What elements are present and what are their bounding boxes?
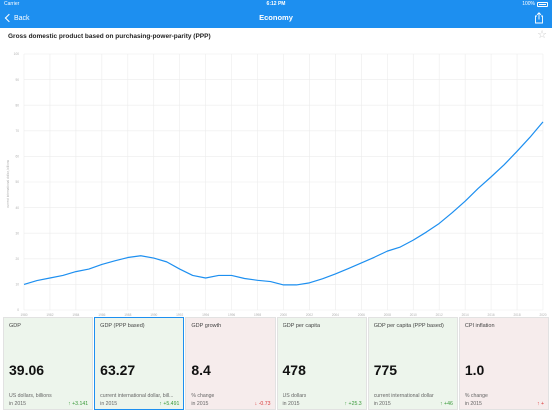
card-unit: US dollars (282, 393, 307, 399)
arrow-up-icon: ↑ (159, 401, 164, 407)
card-name: GDP (9, 323, 21, 329)
x-tick-label: 1994 (202, 313, 209, 317)
card-year: in 2015 (9, 401, 27, 407)
card-change: ↑ +46 (440, 401, 453, 407)
card-change: ↑ +3.141 (68, 401, 88, 407)
gdp-ppp-chart: 0 10 20 30 40 50 60 70 80 90 100 1980 1982 1984 1986 19… (6, 52, 547, 317)
card-value: 63.27 (100, 362, 136, 378)
card-year: in 2015 (373, 401, 391, 407)
x-tick-label: 2002 (306, 313, 313, 317)
indicator-cards: GDP 39.06 US dollars, billions in 2015 ↑ +3.… (3, 317, 550, 410)
carrier-label: Carrier (4, 1, 20, 7)
card-value: 478 (282, 362, 306, 378)
indicator-card[interactable]: CPI inflation 1.0 % change in 2015 ↑ + (458, 317, 550, 410)
indicator-card[interactable]: GDP growth 8.4 % change in 2015 ↓ -0.73 (185, 317, 276, 410)
x-tick-label: 1986 (98, 313, 105, 317)
card-change-value: +5.491 (163, 401, 180, 407)
card-change: ↑ + (537, 401, 544, 407)
arrow-down-icon: ↓ (254, 401, 259, 407)
card-year: in 2015 (282, 401, 300, 407)
status-bar: Carrier 6:12 PM 100% (0, 0, 552, 8)
y-tick-label: 40 (15, 206, 19, 210)
card-unit: current international dollar, bill... (100, 393, 174, 399)
page-title: Economy (259, 13, 293, 22)
y-tick-label: 20 (15, 257, 19, 261)
x-tick-label: 2010 (410, 313, 417, 317)
battery-icon (537, 1, 548, 7)
x-tick-label: 1998 (254, 313, 261, 317)
indicator-card[interactable]: GDP per capita (PPP based) 775 current int… (367, 317, 458, 410)
x-tick-label: 1980 (20, 313, 27, 317)
indicator-card[interactable]: GDP per capita 478 US dollars in 2015 ↑ +25.… (276, 317, 367, 410)
x-tick-label: 2006 (358, 313, 365, 317)
card-name: CPI inflation (464, 323, 495, 329)
card-change: ↑ +25.3 (345, 401, 362, 407)
y-tick-label: 30 (15, 231, 19, 235)
card-change-value: +3.141 (72, 401, 89, 407)
back-button[interactable]: Back (4, 12, 30, 24)
card-change: ↑ +5.491 (159, 401, 179, 407)
card-change-value: +25.3 (348, 401, 362, 407)
x-tick-label: 1988 (124, 313, 131, 317)
y-tick-label: 60 (15, 155, 19, 159)
card-name: GDP per capita (PPP based) (373, 323, 444, 329)
card-change: ↓ -0.73 (255, 401, 271, 407)
x-tick-label: 2014 (462, 313, 469, 317)
card-unit: US dollars, billions (9, 393, 52, 399)
card-unit: % change (464, 393, 488, 399)
x-tick-label: 2012 (436, 313, 443, 317)
card-year: in 2015 (191, 401, 209, 407)
x-tick-label: 2020 (539, 313, 546, 317)
indicator-card[interactable]: GDP 39.06 US dollars, billions in 2015 ↑ +3.… (3, 317, 94, 410)
arrow-up-icon: ↑ (344, 401, 349, 407)
indicator-card[interactable]: GDP (PPP based) 63.27 current internationa… (94, 317, 185, 410)
card-change-value: + (541, 401, 545, 407)
card-name: GDP per capita (282, 323, 321, 329)
y-tick-label: 90 (15, 78, 19, 82)
x-tick-label: 1984 (72, 313, 79, 317)
y-tick-label: 10 (15, 283, 19, 287)
arrow-up-icon: ↑ (68, 401, 73, 407)
card-name: GDP growth (191, 323, 222, 329)
back-label: Back (14, 14, 30, 22)
card-value: 1.0 (464, 362, 485, 378)
star-icon[interactable]: ☆ (537, 29, 547, 41)
card-year: in 2015 (100, 401, 118, 407)
y-tick-label: 100 (14, 52, 20, 56)
y-tick-label: 80 (15, 103, 19, 107)
x-tick-label: 1992 (176, 313, 183, 317)
x-tick-label: 2004 (332, 313, 339, 317)
share-icon[interactable] (534, 12, 544, 24)
nav-bar: Back Economy (0, 8, 552, 28)
x-tick-label: 2008 (384, 313, 391, 317)
x-tick-label: 1982 (46, 313, 53, 317)
card-change-value: +46 (444, 401, 453, 407)
arrow-up-icon: ↑ (536, 401, 541, 407)
y-tick-label: 70 (15, 129, 19, 133)
clock: 6:12 PM (266, 1, 286, 7)
y-axis-label: current international dollar, billions (6, 160, 10, 209)
y-tick-label: 50 (15, 180, 19, 184)
card-change-value: -0.73 (258, 401, 271, 407)
battery-indicator: 100% (522, 1, 548, 7)
x-tick-label: 2018 (514, 313, 521, 317)
y-tick-label: 0 (17, 308, 19, 312)
series-line (23, 121, 544, 286)
card-value: 39.06 (9, 362, 45, 378)
x-tick-label: 1996 (228, 313, 235, 317)
card-value: 8.4 (191, 362, 211, 378)
card-unit: current international dollar (373, 393, 434, 399)
x-tick-label: 2016 (488, 313, 495, 317)
x-tick-label: 2000 (280, 313, 287, 317)
card-unit: % change (191, 393, 215, 399)
arrow-up-icon: ↑ (440, 401, 445, 407)
card-value: 775 (373, 362, 398, 378)
card-name: GDP (PPP based) (100, 323, 145, 329)
battery-percent: 100% (522, 1, 535, 7)
x-tick-label: 1990 (150, 313, 157, 317)
chart-title: Gross domestic product based on purchasi… (8, 33, 211, 40)
card-year: in 2015 (464, 401, 482, 407)
